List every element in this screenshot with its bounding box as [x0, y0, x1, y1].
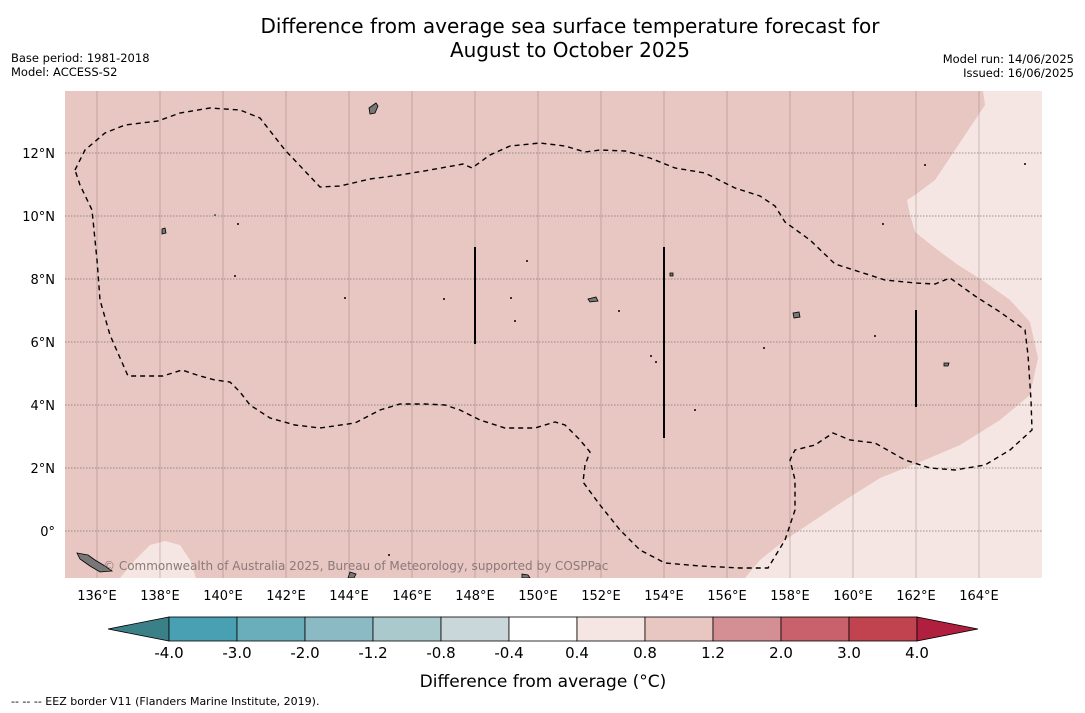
colorbar-label: 0.8	[633, 644, 657, 662]
lat-tick-label: 8°N	[31, 273, 56, 288]
colorbar-segment	[372, 616, 442, 642]
colorbar-label: 3.0	[837, 644, 861, 662]
lat-tick-label: 6°N	[31, 336, 56, 351]
lat-tick-label: 0°	[40, 525, 55, 540]
lat-tick-label: 12°N	[22, 147, 55, 162]
lon-tick-label: 160°E	[833, 589, 873, 604]
lon-tick-label: 164°E	[959, 589, 999, 604]
colorbar-segment	[168, 616, 238, 642]
chart-title: Difference from average sea surface temp…	[0, 14, 1085, 62]
boundary-lines	[474, 247, 917, 438]
colorbar-segment	[780, 616, 850, 642]
colorbar-label: -1.2	[358, 644, 387, 662]
colorbar-under-arrow	[107, 616, 170, 642]
lon-tick-label: 146°E	[392, 589, 432, 604]
lon-tick-label: 148°E	[455, 589, 495, 604]
lon-tick-label: 140°E	[203, 589, 243, 604]
colorbar-segment	[644, 616, 714, 642]
lat-tick-label: 10°N	[22, 210, 55, 225]
colorbar-segment	[848, 616, 918, 642]
colorbar-label: 0.4	[565, 644, 589, 662]
lon-tick-label: 152°E	[581, 589, 621, 604]
latitude-tick-labels: 12°N 10°N 8°N 6°N 4°N 2°N 0°	[22, 147, 55, 540]
colorbar-segment	[236, 616, 306, 642]
islands	[76, 102, 950, 578]
title-line-2: August to October 2025	[449, 38, 691, 62]
lat-tick-label: 2°N	[31, 462, 56, 477]
copyright-text: © Commonwealth of Australia 2025, Bureau…	[103, 559, 608, 573]
small-islets	[214, 163, 1026, 556]
colorbar-label: 1.2	[701, 644, 725, 662]
model-run: Model run: 14/06/2025	[942, 52, 1074, 66]
base-period: Base period: 1981-2018	[11, 51, 150, 65]
colorbar-label: -4.0	[154, 644, 183, 662]
lon-tick-label: 158°E	[770, 589, 810, 604]
colorbar-title: Difference from average (°C)	[420, 672, 667, 692]
lon-tick-label: 136°E	[77, 589, 117, 604]
colorbar-label: -2.0	[290, 644, 319, 662]
meta-left: Base period: 1981-2018 Model: ACCESS-S2	[11, 51, 150, 79]
lon-tick-label: 138°E	[140, 589, 180, 604]
issued-date: Issued: 16/06/2025	[963, 66, 1074, 80]
map-area	[65, 91, 1042, 578]
gridlines	[96, 91, 980, 578]
title-line-1: Difference from average sea surface temp…	[260, 14, 880, 38]
footer-note: -- -- -- EEZ border V11 (Flanders Marine…	[11, 695, 320, 708]
colorbar-label: -0.8	[426, 644, 455, 662]
latitude-lines	[65, 152, 1042, 532]
colorbar-label: -3.0	[222, 644, 251, 662]
lon-tick-label: 144°E	[329, 589, 369, 604]
lon-tick-label: 162°E	[896, 589, 936, 604]
colorbar-label: 4.0	[905, 644, 929, 662]
lat-tick-label: 4°N	[31, 399, 56, 414]
longitude-tick-labels: 136°E 138°E 140°E 142°E 144°E 146°E 148°…	[77, 589, 999, 604]
colorbar-label: 2.0	[769, 644, 793, 662]
lon-tick-label: 154°E	[644, 589, 684, 604]
lon-tick-label: 156°E	[707, 589, 747, 604]
model-name: Model: ACCESS-S2	[11, 65, 118, 79]
colorbar-segment	[712, 616, 782, 642]
lon-tick-label: 142°E	[266, 589, 306, 604]
colorbar-segment	[508, 616, 578, 642]
colorbar-segment	[576, 616, 646, 642]
meta-right: Model run: 14/06/2025 Issued: 16/06/2025	[943, 52, 1074, 80]
colorbar-segment	[440, 616, 510, 642]
light-anomaly-region-east	[745, 91, 1042, 578]
colorbar-over-arrow	[916, 616, 979, 642]
colorbar: -4.0 -3.0 -2.0 -1.2 -0.8 -0.4 0.4 0.8 1.…	[107, 616, 979, 692]
light-anomaly-region-southwest	[120, 541, 196, 578]
colorbar-segment	[304, 616, 374, 642]
colorbar-label: -0.4	[494, 644, 523, 662]
lon-tick-label: 150°E	[518, 589, 558, 604]
